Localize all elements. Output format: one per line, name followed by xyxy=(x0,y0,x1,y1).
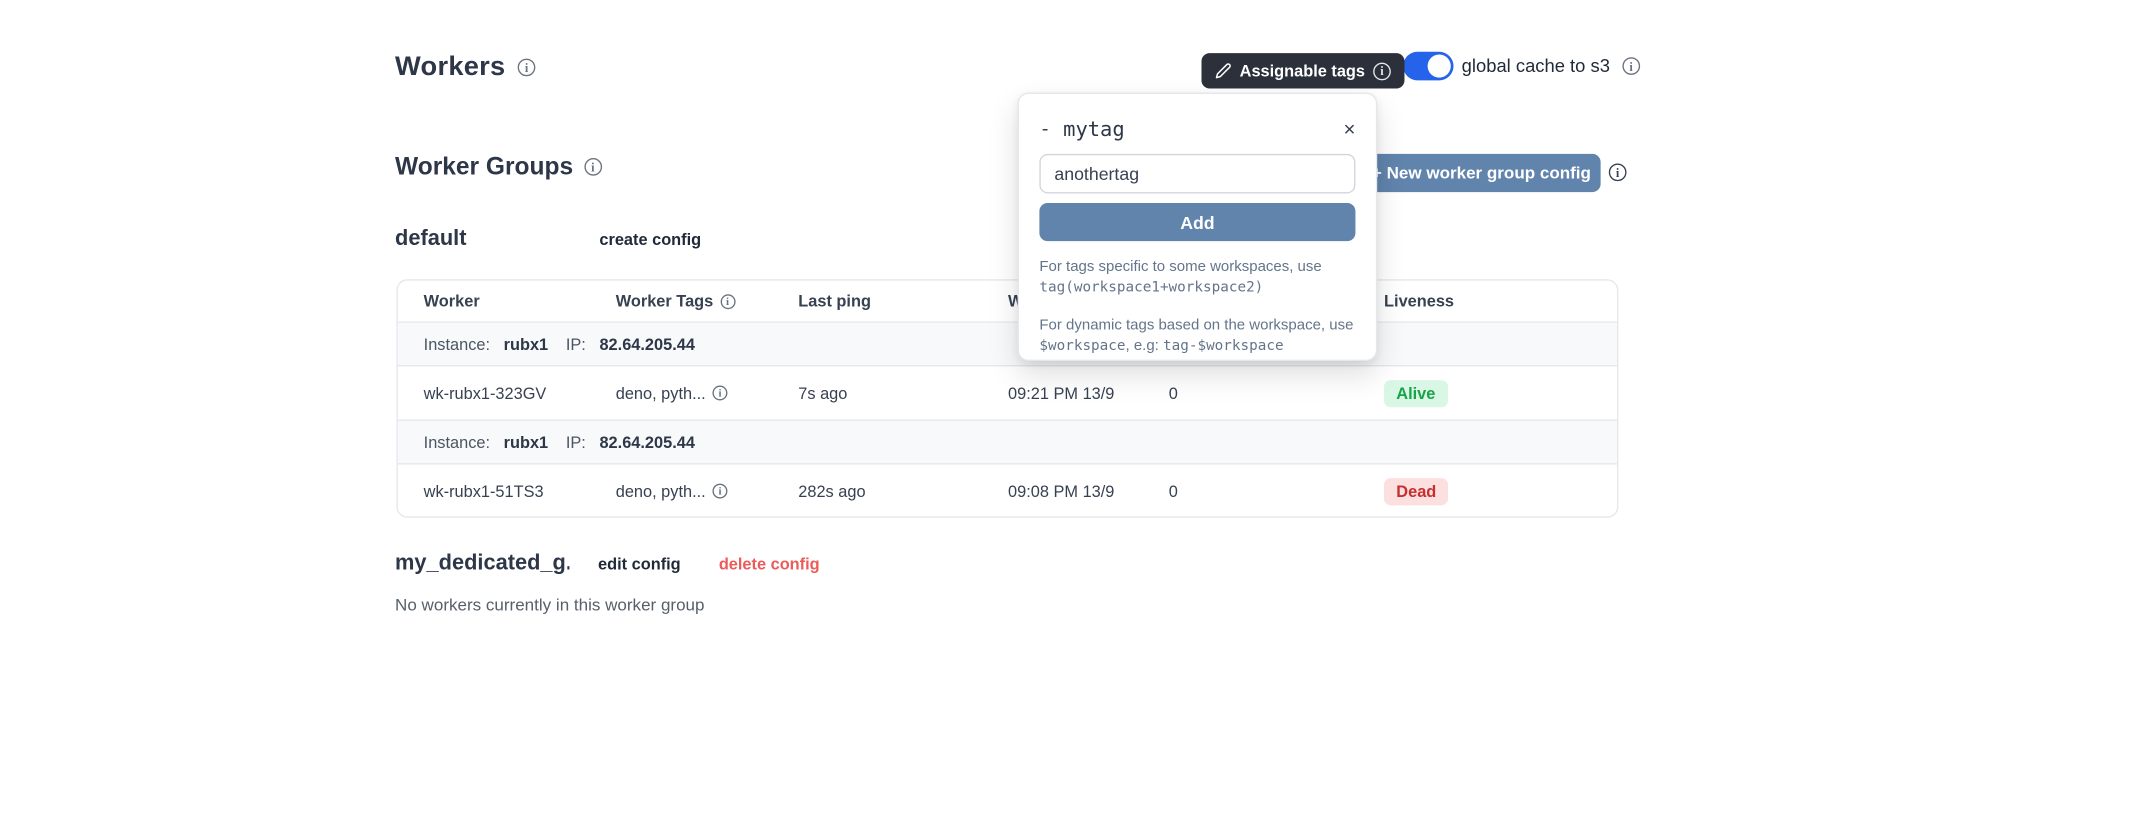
workers-info-icon[interactable]: i xyxy=(517,58,536,77)
empty-group-message: No workers currently in this worker grou… xyxy=(395,595,705,615)
group-row-default: default create config xyxy=(395,227,701,252)
new-worker-group-config-button[interactable]: + New worker group config xyxy=(1362,153,1601,193)
page-title-row: Workers i xyxy=(395,51,536,83)
col-worker-tags: Worker Tags i xyxy=(616,292,799,311)
group-row-dedicated: my_dedicated_g... edit config delete con… xyxy=(395,552,820,577)
col-worker: Worker xyxy=(423,291,480,311)
assignable-tags-button[interactable]: Assignable tags i xyxy=(1201,53,1405,89)
worker-tags-info-icon[interactable]: i xyxy=(720,293,736,309)
tags-help-workspaces: For tags specific to some workspaces, us… xyxy=(1039,258,1322,297)
assignable-tags-popover: - mytag × Add For tags specific to some … xyxy=(1017,92,1378,361)
worker-row: wk-rubx1-51TS3 deno, pyth... i 282s ago … xyxy=(398,465,1617,517)
last-ping-cell: 7s ago xyxy=(798,383,848,403)
worker-start-cell: 09:21 PM 13/9 xyxy=(1008,383,1115,403)
last-ping-cell: 282s ago xyxy=(798,481,866,501)
global-cache-label: global cache to s3 xyxy=(1461,55,1610,77)
instance-name: rubx1 xyxy=(503,334,549,354)
edit-config-link[interactable]: edit config xyxy=(598,554,681,574)
worker-row: wk-rubx1-323GV deno, pyth... i 7s ago 09… xyxy=(397,366,1617,421)
jobs-cell: 0 xyxy=(1168,481,1178,501)
instance-name: rubx1 xyxy=(503,432,549,452)
section-title: Worker Groups xyxy=(395,152,574,180)
section-title-row: Worker Groups i xyxy=(395,153,602,182)
assignable-tags-label: Assignable tags xyxy=(1239,61,1366,81)
global-cache-row: global cache to s3 i xyxy=(1462,56,1640,76)
workers-table: Worker Worker Tags i Last ping Worker st… xyxy=(396,279,1619,518)
toggle-knob xyxy=(1427,54,1451,78)
liveness-badge-dead: Dead xyxy=(1384,477,1449,505)
worker-tags-detail-icon[interactable]: i xyxy=(712,385,728,401)
tag-name: mytag xyxy=(1063,117,1125,142)
global-cache-info-icon[interactable]: i xyxy=(1622,57,1640,75)
instance-row: Instance: rubx1 IP: 82.64.205.44 xyxy=(397,322,1617,367)
add-tag-button[interactable]: Add xyxy=(1039,202,1356,242)
table-header-row: Worker Worker Tags i Last ping Worker st… xyxy=(397,281,1617,323)
new-worker-group-config-info-icon[interactable]: i xyxy=(1608,163,1627,182)
worker-groups-info-icon[interactable]: i xyxy=(583,158,602,176)
instance-ip: 82.64.205.44 xyxy=(599,432,695,452)
page-title: Workers xyxy=(395,51,506,82)
worker-tags-cell: deno, pyth... i xyxy=(616,482,799,501)
col-last-ping: Last ping xyxy=(798,291,871,311)
worker-name: wk-rubx1-51TS3 xyxy=(423,481,544,501)
new-tag-input[interactable] xyxy=(1039,153,1356,194)
pencil-icon xyxy=(1215,63,1231,79)
group-name: my_dedicated_g... xyxy=(395,551,570,575)
tags-help-dynamic: For dynamic tags based on the workspace,… xyxy=(1039,317,1354,355)
close-icon[interactable]: × xyxy=(1343,117,1356,141)
col-liveness: Liveness xyxy=(1384,291,1455,311)
tag-row: - mytag × xyxy=(1039,117,1355,142)
remove-tag-button[interactable]: - xyxy=(1039,118,1051,141)
worker-tags-cell: deno, pyth... i xyxy=(616,383,799,403)
worker-tags-detail-icon[interactable]: i xyxy=(712,483,728,499)
jobs-cell: 0 xyxy=(1168,383,1178,403)
global-cache-toggle[interactable] xyxy=(1403,51,1454,81)
create-config-link[interactable]: create config xyxy=(599,230,702,250)
worker-start-cell: 09:08 PM 13/9 xyxy=(1008,481,1115,501)
liveness-badge-alive: Alive xyxy=(1384,379,1448,407)
assignable-tags-info-icon[interactable]: i xyxy=(1373,61,1391,80)
group-name: default xyxy=(395,227,467,251)
instance-row: Instance: rubx1 IP: 82.64.205.44 xyxy=(397,420,1617,465)
instance-ip: 82.64.205.44 xyxy=(599,334,695,354)
worker-name: wk-rubx1-323GV xyxy=(423,383,547,403)
delete-config-link[interactable]: delete config xyxy=(718,554,820,574)
